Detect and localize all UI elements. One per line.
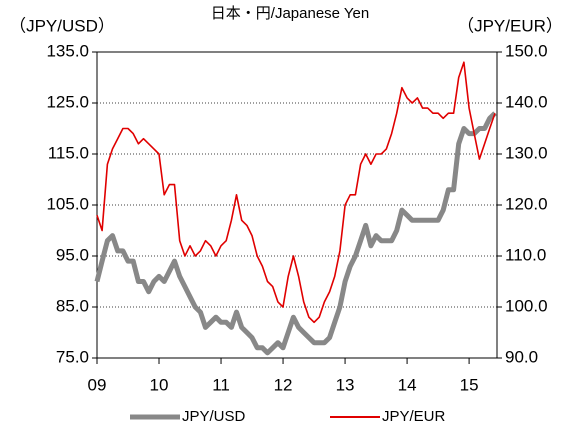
y-tick-label: 85.0 xyxy=(56,296,89,315)
plot-frame xyxy=(96,51,498,359)
x-tick-label: 11 xyxy=(212,375,230,394)
x-tick-label: 13 xyxy=(336,375,355,394)
x-tick-label: 14 xyxy=(398,375,417,394)
x-tick-label: 12 xyxy=(274,375,293,394)
y2-tick-label: 90.0 xyxy=(505,347,538,366)
y-tick-label: 135.0 xyxy=(46,41,89,60)
y2-axis-label: （JPY/EUR） xyxy=(457,16,563,35)
y2-tick-label: 140.0 xyxy=(505,92,548,111)
y-tick-label: 125.0 xyxy=(46,92,89,111)
y2-tick-label: 100.0 xyxy=(505,296,548,315)
line-series xyxy=(96,61,496,324)
y-tick-label: 95.0 xyxy=(56,245,89,264)
x-tick-label: 09 xyxy=(88,375,107,394)
y-tick-label: 115.0 xyxy=(48,143,89,162)
y-tick-label: 75.0 xyxy=(56,347,89,366)
x-tick-label: 10 xyxy=(150,375,169,394)
legend-label: JPY/USD xyxy=(182,408,246,425)
y2-tick-label: 150.0 xyxy=(505,41,548,60)
legend-label: JPY/EUR xyxy=(382,408,446,425)
line-series xyxy=(94,111,497,356)
x-tick-label: 15 xyxy=(460,375,479,394)
y-axis-label: （JPY/USD） xyxy=(9,16,115,35)
chart-title: 日本・円/Japanese Yen xyxy=(211,5,369,22)
y2-tick-label: 130.0 xyxy=(505,143,548,162)
y2-tick-label: 120.0 xyxy=(505,194,548,213)
y2-tick-label: 110.0 xyxy=(505,245,546,264)
y-tick-label: 105.0 xyxy=(46,194,89,213)
